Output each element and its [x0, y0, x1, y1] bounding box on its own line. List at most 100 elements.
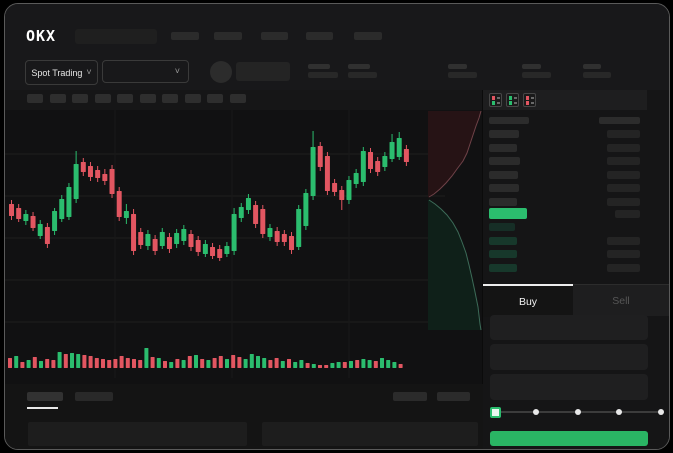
orders-action-placeholder[interactable]: [393, 392, 427, 401]
ask-row-amount[interactable]: [607, 157, 640, 165]
app-window: OKX Spot Trading ˅ ˅ ◫˅˅│⊙˅│∿✎▣◎⤢ Buy Se…: [4, 3, 670, 450]
bid-row-amount[interactable]: [607, 236, 640, 245]
pair-select-dropdown[interactable]: ˅: [102, 60, 189, 83]
icon-line: [497, 102, 500, 104]
bid-row-price[interactable]: [489, 236, 517, 245]
candle-body: [360, 151, 366, 182]
candle-body: [210, 247, 216, 256]
volume-bar: [392, 362, 397, 368]
buy-submit-button[interactable]: [490, 431, 648, 446]
ask-row-price[interactable]: [489, 157, 520, 165]
last-price-amount: [615, 210, 640, 218]
timeframe-placeholder[interactable]: [49, 94, 66, 103]
slider-handle[interactable]: [490, 407, 501, 418]
volume-bar: [119, 356, 124, 368]
orderbook-view-bids-icon[interactable]: [506, 93, 519, 107]
candle-body: [16, 208, 22, 219]
ticker-stat-value-placeholder: [308, 72, 338, 78]
order-input-field[interactable]: [490, 374, 648, 400]
candlestick-chart[interactable]: [5, 110, 483, 384]
icon-bar-top: [509, 96, 512, 100]
nav-item-placeholder[interactable]: [214, 32, 242, 40]
volume-bar: [311, 364, 316, 368]
icon-line: [531, 97, 534, 99]
spot-trading-dropdown[interactable]: Spot Trading ˅: [25, 60, 98, 85]
ask-row-price[interactable]: [489, 143, 517, 152]
volume-bar: [45, 359, 50, 368]
candle-body: [174, 233, 180, 244]
timeframe-placeholder[interactable]: [139, 94, 156, 103]
timeframe-placeholder[interactable]: [94, 94, 111, 103]
ask-row-price[interactable]: [489, 184, 519, 192]
volume-bar: [125, 358, 130, 368]
ask-row-amount[interactable]: [607, 170, 640, 179]
order-input-field[interactable]: [490, 344, 648, 370]
bid-row-price[interactable]: [489, 263, 517, 272]
candle-body: [102, 174, 108, 181]
candle-body: [310, 147, 316, 196]
volume-bar: [373, 361, 378, 368]
orderbook-view-both-icon[interactable]: [489, 93, 502, 107]
volume-bar: [280, 361, 285, 368]
tab-buy[interactable]: Buy: [483, 284, 573, 317]
timeframe-placeholder[interactable]: [184, 94, 201, 103]
volume-bar: [268, 360, 273, 368]
ask-row-amount[interactable]: [607, 143, 640, 152]
last-price-badge[interactable]: [489, 208, 527, 219]
volume-bar: [206, 360, 211, 368]
icon-line: [514, 97, 517, 99]
ticker-stat-label-placeholder: [308, 64, 330, 69]
bid-row-amount[interactable]: [607, 250, 640, 258]
nav-item-placeholder[interactable]: [171, 32, 199, 40]
nav-item-placeholder[interactable]: [261, 32, 288, 40]
timeframe-placeholder[interactable]: [72, 94, 88, 103]
ask-row-amount[interactable]: [607, 197, 640, 206]
timeframe-placeholder[interactable]: [27, 94, 43, 103]
nav-item-placeholder[interactable]: [354, 32, 382, 40]
volume-bar: [256, 356, 260, 368]
candle-body: [281, 234, 287, 242]
ticker-stat-label-placeholder: [348, 64, 370, 69]
orders-table-placeholder: [262, 422, 478, 446]
timeframe-placeholder[interactable]: [162, 94, 178, 103]
candle-body: [217, 249, 223, 258]
tab-sell[interactable]: Sell: [573, 284, 669, 316]
candle-body: [23, 214, 29, 221]
amount-slider[interactable]: [490, 407, 664, 418]
volume-bar: [163, 361, 167, 368]
volume-bar: [355, 360, 360, 368]
orders-tab-placeholder[interactable]: [27, 392, 63, 401]
slider-stop[interactable]: [574, 409, 581, 415]
chevron-down-icon: ˅: [86, 67, 92, 77]
candle-body: [37, 224, 43, 236]
candle-body: [346, 180, 352, 200]
spot-trading-label: Spot Trading: [31, 67, 83, 78]
bid-row-price[interactable]: [489, 223, 515, 231]
candle-body: [73, 164, 79, 199]
bid-row-amount[interactable]: [607, 263, 640, 272]
orders-action-placeholder[interactable]: [437, 392, 470, 401]
slider-stop[interactable]: [616, 409, 623, 415]
order-input-field[interactable]: [490, 315, 648, 340]
nav-item-placeholder[interactable]: [306, 32, 333, 40]
ask-row-price[interactable]: [489, 170, 518, 179]
candle-body: [181, 229, 187, 241]
ask-row-price[interactable]: [489, 130, 519, 138]
bid-row-price[interactable]: [489, 250, 517, 258]
volume-bar: [398, 364, 403, 368]
candle-body: [382, 156, 388, 167]
slider-stop[interactable]: [532, 409, 539, 415]
orders-tab-placeholder[interactable]: [75, 392, 113, 401]
timeframe-placeholder[interactable]: [229, 94, 246, 103]
timeframe-placeholder[interactable]: [117, 94, 133, 103]
candle-body: [339, 190, 345, 200]
volume-bar: [305, 363, 310, 368]
panel-divider: [482, 90, 483, 449]
slider-stop[interactable]: [658, 409, 664, 415]
timeframe-placeholder[interactable]: [207, 94, 223, 103]
global-search-placeholder[interactable]: [75, 29, 157, 44]
ask-row-price[interactable]: [489, 197, 517, 206]
orderbook-view-asks-icon[interactable]: [523, 93, 536, 107]
ask-row-amount[interactable]: [607, 184, 640, 192]
ask-row-amount[interactable]: [607, 130, 640, 138]
